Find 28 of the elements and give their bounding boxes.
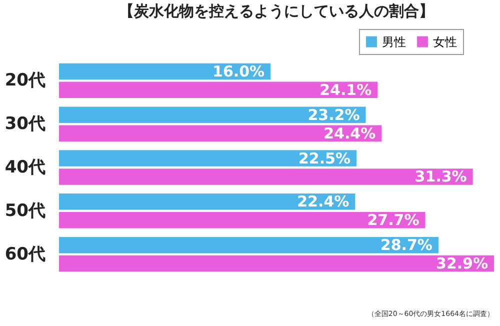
y-tick-label: 50代 — [4, 200, 46, 221]
y-tick-label: 60代 — [4, 244, 46, 264]
data-label: 22.4% — [297, 192, 350, 211]
data-label: 31.3% — [414, 168, 467, 186]
y-tick-label: 40代 — [4, 158, 46, 178]
data-label: 24.1% — [320, 80, 372, 99]
data-label: 22.5% — [298, 149, 350, 168]
data-label: 23.2% — [308, 106, 360, 124]
y-tick-label: 30代 — [4, 114, 46, 134]
data-label: 24.4% — [324, 124, 376, 142]
bar — [59, 212, 426, 228]
chart-title: 【炭水化物を控えるようにしている人の割合】 — [119, 2, 434, 20]
bar — [59, 82, 378, 98]
data-label: 27.7% — [367, 211, 420, 230]
y-tick-label: 20代 — [4, 70, 46, 91]
bar — [59, 194, 356, 210]
bar — [59, 168, 473, 185]
data-label: 16.0% — [212, 62, 265, 80]
legend-label: 男性 — [382, 34, 406, 49]
bar — [59, 255, 494, 272]
bar — [59, 236, 438, 254]
bar — [59, 125, 382, 142]
bar — [59, 150, 356, 166]
data-label: 32.9% — [436, 254, 488, 273]
bar — [59, 106, 366, 123]
data-label: 28.7% — [380, 236, 432, 254]
bar — [59, 63, 271, 80]
legend-label: 女性 — [433, 34, 457, 49]
